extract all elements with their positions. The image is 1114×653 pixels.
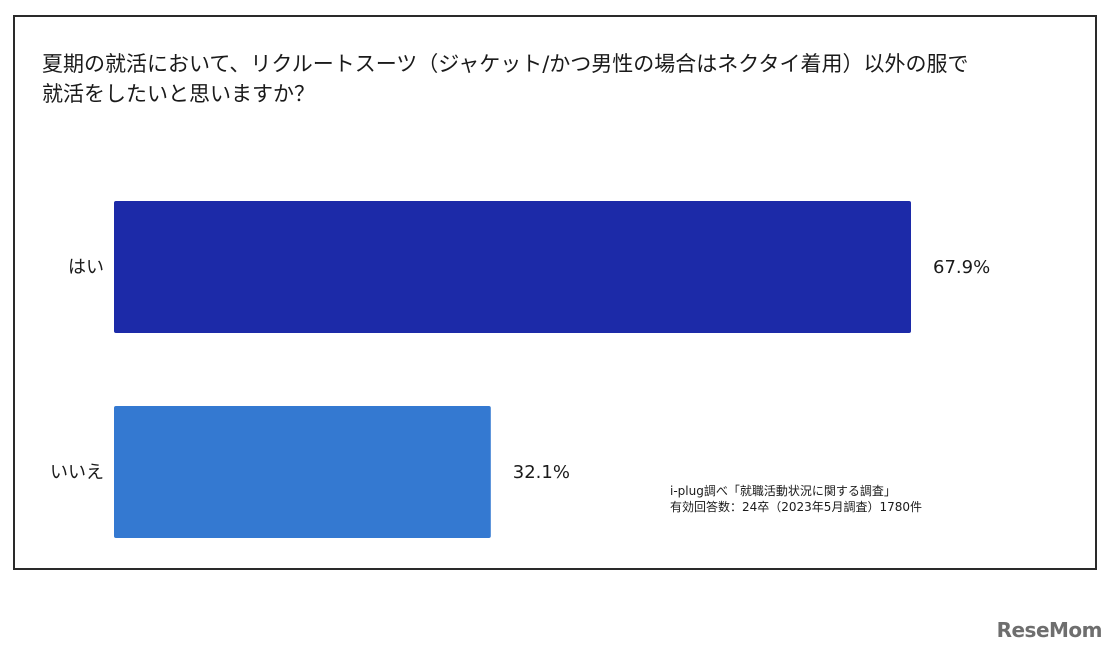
source-note-line-1: i-plug調べ「就職活動状況に関する調査」 (670, 484, 896, 498)
chart-title: 夏期の就活において、リクルートスーツ（ジャケット/かつ男性の場合はネクタイ着用）… (42, 49, 1082, 109)
title-line-1: 夏期の就活において、リクルートスーツ（ジャケット/かつ男性の場合はネクタイ着用）… (42, 52, 969, 76)
resemom-logo: ReseMom (996, 618, 1103, 642)
source-note-line-2: 有効回答数：24卒（2023年5月調査）1780件 (670, 500, 922, 514)
value-label-0: 67.9% (933, 257, 990, 278)
bar-0 (114, 201, 911, 333)
source-note: i-plug調べ「就職活動状況に関する調査」 有効回答数：24卒（2023年5月… (670, 483, 922, 515)
category-label-1: いいえ (50, 462, 104, 483)
value-label-1: 32.1% (513, 462, 570, 483)
category-label-0: はい (68, 257, 104, 278)
bar-1 (114, 406, 491, 538)
title-line-2: 就活をしたいと思いますか？ (42, 82, 315, 106)
